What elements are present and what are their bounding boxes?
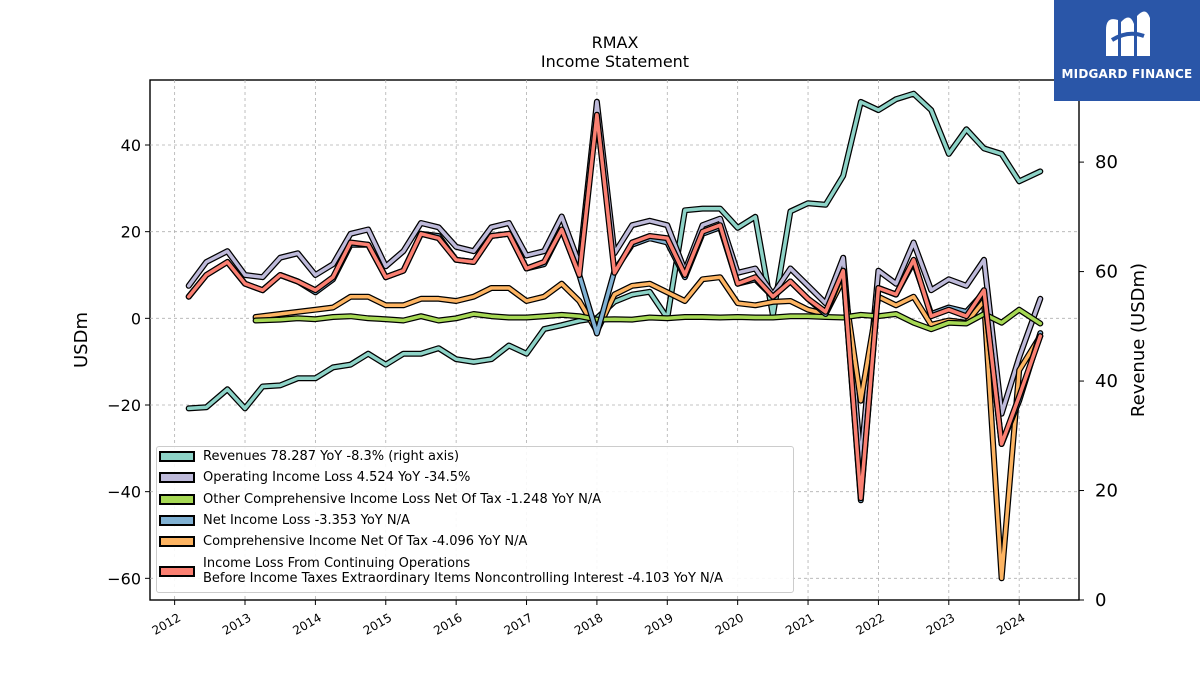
y2-tick-label: 20: [1095, 481, 1118, 502]
y-tick-label: −60: [107, 569, 141, 588]
plot-frame: [149, 79, 1080, 601]
x-tick-label: 2020: [713, 610, 746, 637]
x-tick-label: 2015: [361, 610, 394, 637]
x-axis: 2012 2013 2014 2015 2016 2017 2018 2019 2020 2021…: [150, 600, 1028, 638]
legend-label: Income Loss From Continuing Operations Be…: [203, 556, 724, 586]
x-tick-label: 2017: [502, 610, 535, 637]
left-axis: −60 −40 −20 0 20 40: [107, 136, 150, 588]
right-axis: 0 20 40 60 80: [1079, 152, 1118, 611]
legend-swatch: [159, 494, 195, 505]
legend-swatch: [159, 565, 195, 577]
y2-tick-label: 0: [1095, 590, 1106, 611]
y2-tick-label: 40: [1095, 371, 1118, 392]
legend-swatch: [159, 472, 195, 483]
x-tick-label: 2022: [853, 610, 886, 637]
legend-label: Comprehensive Income Net Of Tax -4.096 Y…: [203, 534, 528, 549]
series-stroke: [186, 91, 1043, 411]
y2-axis-label: Revenue (USDm): [1128, 263, 1149, 417]
y-tick-label: 20: [121, 223, 141, 242]
legend-swatch: [159, 451, 195, 462]
legend-item: Income Loss From Continuing Operations Be…: [159, 556, 723, 586]
series-stroke: [253, 275, 1043, 581]
legend-swatch: [159, 515, 195, 526]
x-tick-label: 2013: [220, 610, 253, 637]
chart-subtitle: Income Statement: [540, 52, 690, 71]
legend-label: Operating Income Loss 4.524 YoY -34.5%: [203, 470, 471, 485]
x-tick-label: 2019: [642, 610, 675, 637]
series-outline: [185, 111, 1044, 502]
legend-label: Revenues 78.287 YoY -8.3% (right axis): [203, 449, 460, 464]
y-tick-label: 0: [131, 309, 141, 328]
x-tick-label: 2016: [431, 610, 464, 637]
series-5-line: [185, 111, 1044, 502]
x-tick-label: 2018: [572, 610, 605, 637]
x-tick-label: 2014: [290, 610, 323, 637]
y-axis-label: USDm: [71, 312, 92, 368]
series-4-line: [252, 274, 1044, 582]
legend-label: Net Income Loss -3.353 YoY N/A: [203, 513, 410, 528]
x-tick-label: 2012: [150, 610, 183, 637]
midgard-finance-logo: MIDGARD FINANCE: [1054, 0, 1200, 101]
legend-item: Operating Income Loss 4.524 YoY -34.5%: [159, 470, 470, 485]
series-stroke: [253, 307, 1043, 331]
legend-item: Revenues 78.287 YoY -8.3% (right axis): [159, 449, 459, 464]
series-lines: [185, 90, 1044, 582]
logo-mark-icon: [1106, 11, 1150, 57]
y2-tick-label: 80: [1095, 152, 1118, 173]
legend-item: Other Comprehensive Income Loss Net Of T…: [159, 492, 601, 507]
x-tick-label: 2021: [783, 610, 816, 637]
y2-tick-label: 60: [1095, 262, 1118, 283]
y-tick-label: −40: [107, 483, 141, 502]
logo-text: MIDGARD FINANCE: [1061, 67, 1193, 81]
series-0-line: [185, 90, 1044, 412]
series-2-line: [252, 306, 1044, 333]
legend-swatch: [159, 536, 195, 547]
series-stroke: [186, 112, 1043, 500]
legend: Revenues 78.287 YoY -8.3% (right axis) Op…: [156, 446, 794, 593]
chart-title: RMAX: [591, 33, 639, 52]
legend-item: Net Income Loss -3.353 YoY N/A: [159, 513, 410, 528]
x-tick-label: 2023: [924, 610, 957, 637]
y-tick-label: 40: [121, 136, 141, 155]
y-tick-label: −20: [107, 396, 141, 415]
x-tick-label: 2024: [994, 610, 1027, 637]
legend-label: Other Comprehensive Income Loss Net Of T…: [203, 492, 602, 507]
legend-item: Comprehensive Income Net Of Tax -4.096 Y…: [159, 534, 527, 549]
